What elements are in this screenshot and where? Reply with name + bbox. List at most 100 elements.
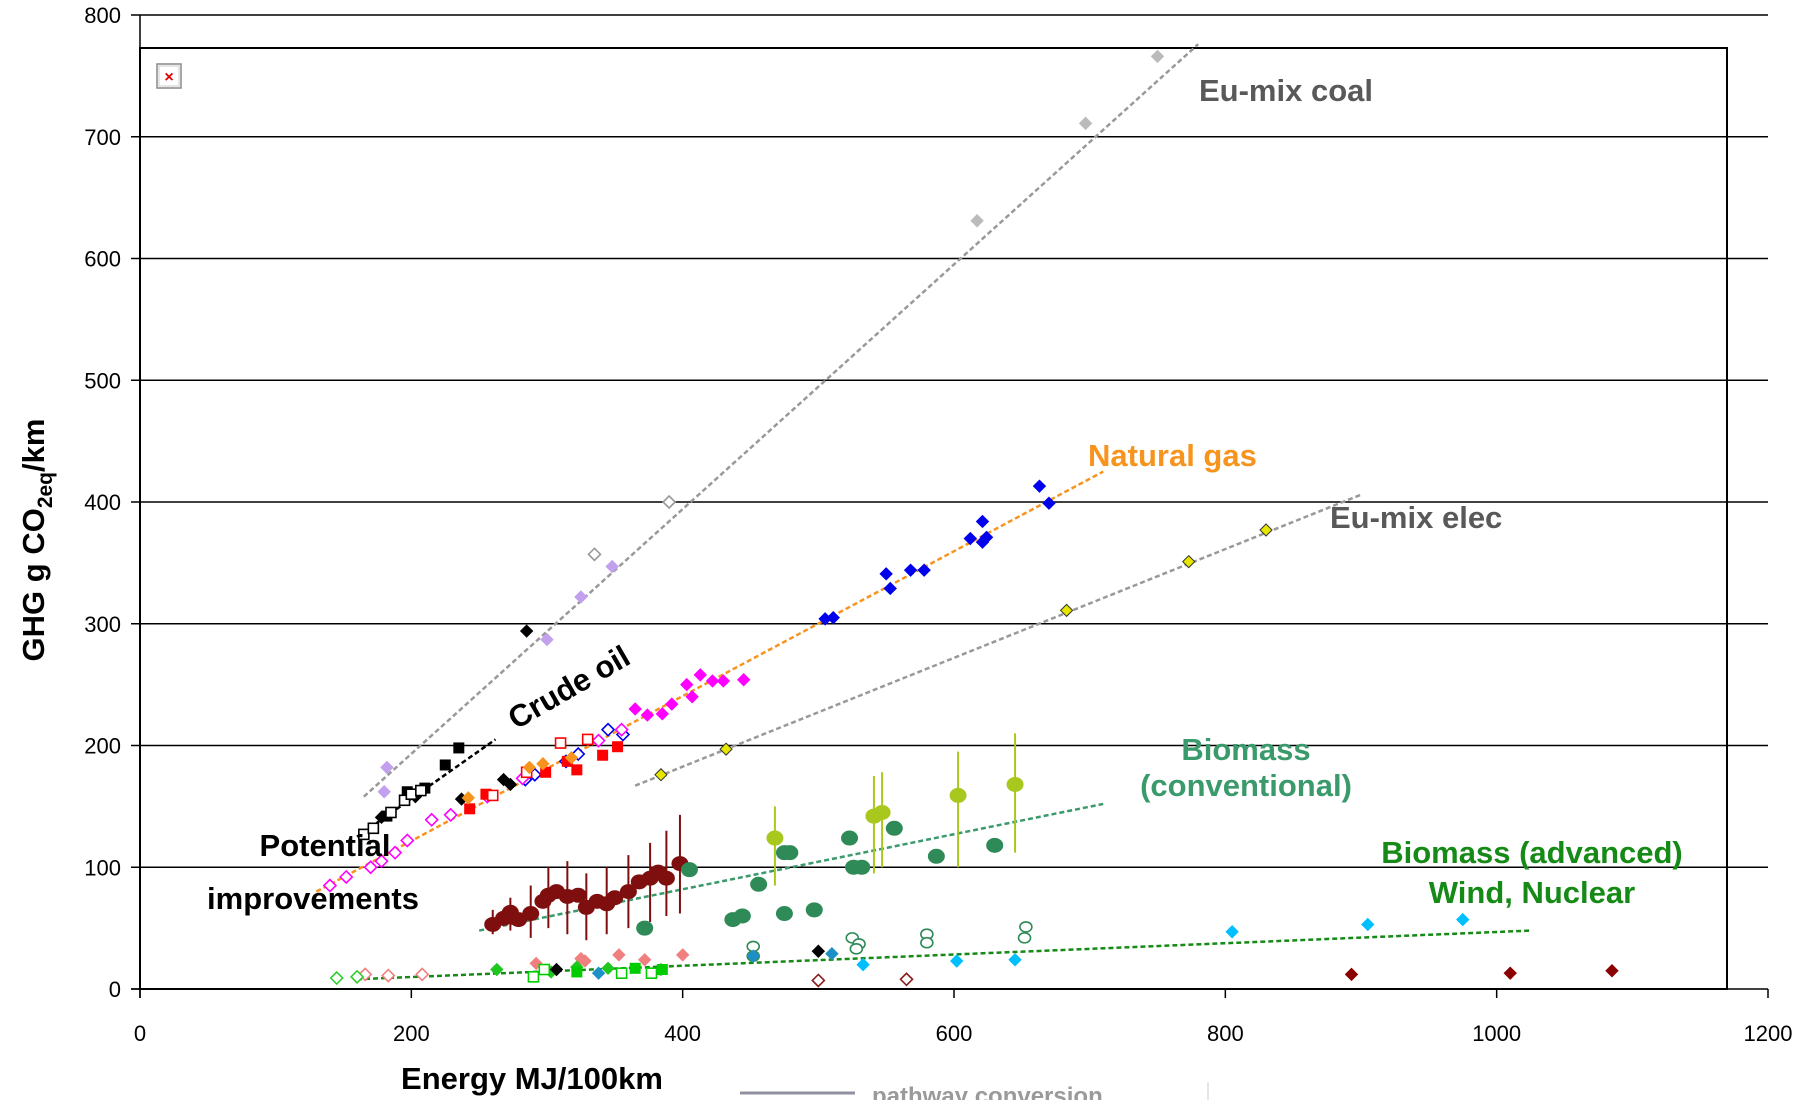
- x-tick-label: 1200: [1744, 1021, 1793, 1046]
- data-point: [415, 784, 427, 797]
- data-point: [963, 531, 977, 546]
- data-point: [536, 757, 550, 771]
- data-point: [540, 632, 554, 647]
- data-point: [439, 759, 451, 771]
- gridlines: [140, 14, 1768, 868]
- data-point: [665, 697, 679, 711]
- data-point: [461, 791, 476, 805]
- data-point: [654, 768, 668, 782]
- data-point: [917, 563, 931, 577]
- data-point: [655, 707, 670, 721]
- trendline-coal: [363, 43, 1200, 798]
- y-axis-title: GHG g CO2eq/km: [16, 419, 57, 662]
- data-point: [826, 610, 840, 625]
- data-point: [733, 908, 751, 924]
- data-point: [899, 972, 914, 987]
- y-tick-label: 0: [109, 977, 121, 1002]
- data-point: [358, 828, 370, 841]
- data-point: [363, 860, 378, 875]
- data-point: [879, 567, 893, 581]
- data-point: [600, 722, 616, 737]
- annotation-biomass-conventional-line1: Biomass: [1181, 732, 1310, 767]
- data-point: [538, 963, 551, 976]
- data-point: [1017, 932, 1032, 944]
- data-point: [636, 920, 654, 936]
- data-point: [986, 837, 1004, 853]
- data-point: [329, 970, 344, 986]
- data-point: [675, 948, 690, 962]
- data-point: [490, 962, 504, 977]
- x-tick-label: 400: [664, 1021, 701, 1046]
- data-point: [443, 807, 458, 823]
- data-point: [464, 803, 476, 815]
- data-point: [601, 961, 615, 976]
- annotation-eu-mix-elec: Eu-mix elec: [1330, 500, 1502, 535]
- data-point: [950, 954, 964, 968]
- data-point: [578, 954, 592, 968]
- data-point: [614, 722, 629, 737]
- data-point: [680, 677, 694, 692]
- svg-text:×: ×: [164, 69, 173, 86]
- data-point: [549, 962, 564, 977]
- broken-image-icon: ×: [156, 63, 182, 89]
- data-point: [716, 674, 731, 688]
- data-point: [685, 690, 699, 704]
- y-tick-label: 100: [84, 855, 121, 880]
- legend-fragment-label: pathway conversion: [872, 1083, 1103, 1100]
- x-tick-label: 1000: [1472, 1021, 1521, 1046]
- y-tick-label: 600: [84, 247, 121, 272]
- data-point: [853, 859, 871, 875]
- data-point: [975, 514, 990, 529]
- data-point: [885, 820, 903, 836]
- data-point: [841, 830, 859, 846]
- data-point: [339, 869, 354, 885]
- data-point: [920, 936, 934, 949]
- data-point: [574, 590, 588, 604]
- data-point: [597, 749, 609, 761]
- data-point: [349, 969, 365, 984]
- data-point: [571, 966, 583, 978]
- data-point: [606, 890, 624, 906]
- data-point: [1605, 964, 1619, 978]
- data-point: [1259, 523, 1273, 537]
- annotation-natural-gas: Natural gas: [1088, 438, 1257, 473]
- trendline-natural-gas: [315, 470, 1104, 893]
- data-point: [405, 788, 418, 801]
- data-point: [522, 760, 537, 775]
- x-tick-label: 200: [393, 1021, 430, 1046]
- data-point: [1150, 49, 1165, 64]
- data-point: [628, 702, 642, 716]
- data-point: [883, 581, 897, 596]
- legend-fragment: pathway conversion: [740, 1082, 1209, 1100]
- data-point: [970, 214, 984, 228]
- data-point: [949, 787, 967, 803]
- data-point: [1032, 479, 1047, 493]
- data-point: [629, 962, 641, 974]
- data-point: [737, 673, 751, 687]
- data-point: [564, 750, 579, 765]
- data-point: [719, 742, 733, 756]
- data-point: [377, 785, 391, 799]
- data-point: [661, 494, 677, 510]
- data-point: [637, 953, 652, 967]
- y-tick-label: 300: [84, 612, 121, 637]
- y-tick-label: 500: [84, 368, 121, 393]
- data-point: [927, 848, 945, 864]
- annotation-crude-oil: Crude oil: [502, 639, 636, 736]
- data-point: [873, 804, 891, 820]
- y-tick-labels: 0 100 200 300 400 500 600 700 800: [84, 3, 121, 1002]
- data-point: [775, 906, 793, 922]
- data-point: [380, 760, 394, 775]
- data-point: [1006, 776, 1024, 792]
- y-tick-label: 400: [84, 490, 121, 515]
- data-point: [657, 870, 675, 886]
- data-point: [612, 741, 624, 753]
- data-point: [640, 708, 655, 722]
- y-tick-label: 700: [84, 125, 121, 150]
- data-point: [424, 812, 439, 827]
- data-point: [645, 967, 658, 979]
- axes: [131, 14, 1769, 998]
- data-point: [1008, 953, 1022, 967]
- data-point: [849, 943, 864, 955]
- data-point: [587, 547, 602, 562]
